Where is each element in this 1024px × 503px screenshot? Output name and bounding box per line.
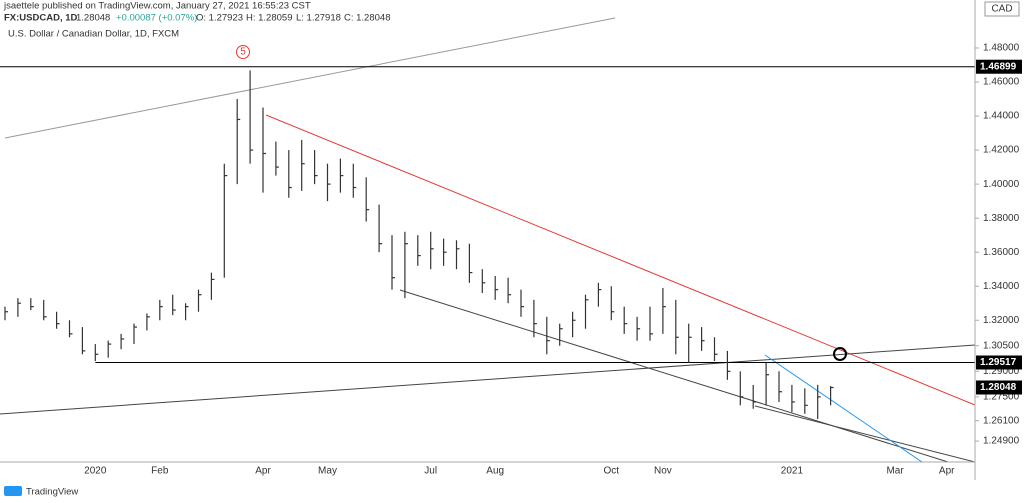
y-tick-label: 1.32000	[983, 315, 1020, 326]
x-tick-label: Apr	[939, 466, 955, 477]
low: L: 1.27918	[296, 13, 341, 24]
x-tick-label: Aug	[486, 466, 504, 477]
chart-title: U.S. Dollar / Canadian Dollar, 1D, FXCM	[8, 29, 179, 40]
x-tick-label: 2020	[84, 466, 107, 477]
y-tick-label: 1.34000	[983, 281, 1020, 292]
change: +0.00087 (+0.07%)	[116, 13, 197, 24]
x-tick-label: Mar	[886, 466, 904, 477]
trendline	[0, 344, 975, 415]
currency-box	[984, 1, 1020, 17]
y-tick-label: 1.42000	[983, 145, 1020, 156]
footer-brand: TradingView	[26, 487, 78, 498]
currency: CAD	[991, 4, 1012, 15]
y-tick-label: 1.24900	[983, 436, 1020, 447]
x-tick-label: 2021	[781, 466, 804, 477]
x-tick-label: Apr	[255, 466, 271, 477]
y-tick-label: 1.44000	[983, 111, 1020, 122]
close: C: 1.28048	[344, 13, 390, 24]
y-tick-label: 1.29000	[983, 366, 1020, 377]
price-badge	[976, 355, 1022, 370]
x-tick-label: Jul	[424, 466, 437, 477]
symbol: FX:USDCAD, 1D	[4, 13, 78, 24]
y-tick-label: 1.27500	[983, 391, 1020, 402]
high: H: 1.28059	[246, 13, 292, 24]
y-tick-label: 1.36000	[983, 247, 1020, 258]
y-tick-label: 1.48000	[983, 43, 1020, 54]
trendline	[754, 405, 975, 462]
y-tick-label: 1.30500	[983, 340, 1020, 351]
price-badge	[976, 59, 1022, 74]
last-price: 1.28048	[76, 13, 110, 24]
plot-area	[0, 17, 975, 462]
y-tick-label: 1.38000	[983, 213, 1020, 224]
x-tick-label: Nov	[654, 466, 672, 477]
trendline	[764, 354, 923, 462]
wave-label: 5	[240, 47, 246, 58]
x-tick-label: Oct	[604, 466, 620, 477]
trendline	[399, 289, 949, 462]
price-badge-label: 1.29517	[980, 357, 1017, 368]
x-tick-label: May	[318, 466, 337, 477]
published-note: jsaettele published on TradingView.com, …	[3, 1, 311, 12]
y-tick-label: 1.40000	[983, 179, 1020, 190]
target-circle	[833, 347, 847, 361]
y-tick-label: 1.46000	[983, 77, 1020, 88]
price-badge-label: 1.46899	[980, 61, 1017, 72]
wave-marker	[236, 45, 250, 59]
trendline	[265, 114, 975, 406]
price-badge-label: 1.28048	[980, 382, 1017, 393]
y-tick-label: 1.26100	[983, 415, 1020, 426]
price-badge	[976, 380, 1022, 395]
x-tick-label: Feb	[151, 466, 169, 477]
open: O: 1.27923	[196, 13, 243, 24]
trendline	[4, 17, 616, 139]
symbol-line: FX:USDCAD, 1D 1.28048 +0.00087 (+0.07%) …	[4, 13, 390, 24]
logo-icon	[4, 486, 22, 496]
